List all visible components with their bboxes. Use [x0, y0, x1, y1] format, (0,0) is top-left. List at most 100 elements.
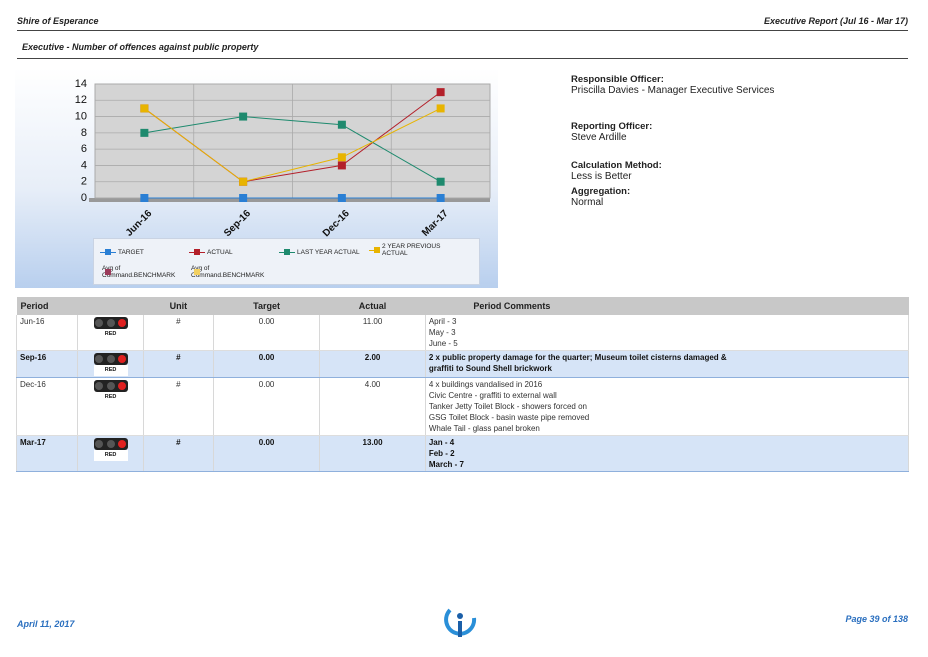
- legend-marker: [105, 268, 111, 275]
- comment-line: graffiti to Sound Shell brickwork: [428, 364, 552, 373]
- legend-label: Avg of Command.BENCHMARK: [191, 265, 265, 279]
- status-cell: RED: [77, 350, 144, 378]
- status-label: RED: [93, 365, 128, 376]
- org-name: Shire of Esperance: [17, 16, 99, 26]
- light: [106, 355, 115, 363]
- actual-cell: 11.00: [319, 315, 426, 351]
- info-value: Less is Better: [571, 171, 632, 182]
- light: [95, 440, 104, 448]
- light: [95, 355, 104, 363]
- legend-entry: ACTUAL: [189, 249, 233, 256]
- table-row: Mar-17 RED #0.00 13.00 Jan - 4 Feb - 2 March -…: [15, 435, 910, 472]
- info-value: Priscilla Davies - Manager Executive Ser…: [571, 85, 775, 96]
- light: [106, 382, 115, 390]
- legend-swatch: [189, 249, 205, 255]
- legend-entry: 2 YEAR PREVIOUS ACTUAL: [369, 243, 441, 257]
- header-row: Period Unit Target Actual Period Comments: [16, 297, 909, 315]
- light: [95, 319, 104, 327]
- comment-line: March - 7: [428, 460, 464, 469]
- info-item: Reporting Officer: Steve Ardille: [571, 121, 652, 143]
- logo: [444, 608, 477, 637]
- table-row: Sep-16 RED #0.00 2.00 2 x public property da…: [15, 350, 910, 378]
- column-header-status: [77, 297, 144, 315]
- series-line: [144, 107, 441, 183]
- info-value: Normal: [571, 197, 604, 208]
- light: [106, 440, 115, 448]
- report-title: Executive Report (Jul 16 - Mar 17): [763, 16, 908, 26]
- target-cell: 0.00: [212, 435, 320, 472]
- status-label: RED: [93, 450, 128, 461]
- light: [117, 382, 126, 390]
- light: [117, 440, 126, 448]
- column-header: Unit: [143, 297, 214, 315]
- point-marker: [337, 120, 346, 129]
- unit-cell: #: [142, 435, 214, 472]
- column-header: Period: [16, 297, 78, 315]
- point-marker: [337, 153, 346, 162]
- legend-marker: [284, 249, 290, 255]
- info-item: Aggregation: Normal: [571, 186, 630, 208]
- traffic-light: [93, 380, 128, 392]
- y-tick-label: 2: [81, 176, 87, 188]
- info-value: Steve Ardille: [571, 132, 627, 143]
- unit-cell: #: [142, 350, 214, 378]
- y-tick-label: 14: [75, 78, 87, 90]
- comment-line: Whale Tail - glass panel broken: [428, 424, 540, 433]
- legend-marker: [194, 268, 200, 275]
- actual-cell: 4.00: [319, 377, 426, 436]
- info-label: Responsible Officer:: [571, 74, 664, 85]
- info-label: Calculation Method:: [571, 160, 662, 171]
- legend-entry: Avg of Command.BENCHMARK: [100, 265, 175, 279]
- legend-swatch: [100, 249, 116, 255]
- point-marker: [436, 104, 445, 113]
- period-cell: Sep-16: [15, 350, 78, 378]
- legend-marker: [374, 246, 380, 253]
- comment-line: 4 x buildings vandalised in 2016: [428, 380, 543, 389]
- traffic-light: [93, 317, 128, 329]
- y-tick-label: 12: [75, 94, 87, 106]
- point-marker: [436, 177, 445, 186]
- comment-line: Civic Centre - graffiti to external wall: [428, 391, 557, 400]
- legend-label: LAST YEAR ACTUAL: [297, 249, 360, 256]
- legend-label: ACTUAL: [207, 249, 233, 256]
- comment-line: Feb - 2: [428, 449, 455, 458]
- page-number: Page 39 of 138: [845, 614, 908, 624]
- status-cell: RED: [77, 377, 144, 436]
- point-marker: [140, 194, 149, 202]
- legend: TARGET ACTUAL LAST YEAR ACTUAL 2 YEAR PREVI…: [93, 238, 480, 285]
- period-cell: Mar-17: [15, 435, 78, 472]
- y-tick-label: 6: [81, 143, 87, 155]
- light: [117, 319, 126, 327]
- legend-entry: TARGET: [100, 249, 144, 256]
- legend-label: TARGET: [118, 249, 144, 256]
- data-table: Period Unit Target Actual Period Comments Jun…: [15, 297, 910, 472]
- legend-swatch: [279, 249, 295, 255]
- comments-cell: 2 x public property damage for the quart…: [424, 350, 910, 378]
- legend-marker: [194, 249, 200, 255]
- point-marker: [337, 194, 346, 202]
- rule: [17, 30, 908, 31]
- legend-entry: LAST YEAR ACTUAL: [279, 249, 360, 256]
- y-tick-label: 10: [75, 110, 87, 122]
- actual-cell: 2.00: [319, 350, 426, 378]
- status-cell: RED: [77, 435, 144, 472]
- column-header: Actual: [319, 297, 426, 315]
- light: [95, 382, 104, 390]
- table-row: Dec-16 RED #0.00 4.00 4 x buildings vandalis…: [15, 377, 910, 436]
- table-row: Jun-16 RED #0.00 11.00 April - 3 May - 3 June …: [15, 315, 910, 351]
- column-header: Target: [213, 297, 320, 315]
- comments-cell: April - 3 May - 3 June - 5: [424, 315, 910, 351]
- rule: [17, 58, 908, 59]
- point-marker: [140, 104, 149, 113]
- plot-floor: [89, 198, 490, 202]
- info-item: Calculation Method: Less is Better: [571, 160, 662, 182]
- comments-cell: Jan - 4 Feb - 2 March - 7: [424, 435, 910, 472]
- comments-cell: 4 x buildings vandalised in 2016 Civic Ce…: [424, 377, 910, 436]
- y-tick-label: 0: [81, 192, 87, 204]
- legend-swatch: [369, 246, 381, 253]
- info-item: Responsible Officer: Priscilla Davies - M…: [571, 74, 774, 96]
- series-line: [144, 116, 441, 183]
- light: [106, 319, 115, 327]
- comment-line: April - 3: [428, 317, 457, 326]
- subtitle: Executive - Number of offences against p…: [22, 42, 259, 52]
